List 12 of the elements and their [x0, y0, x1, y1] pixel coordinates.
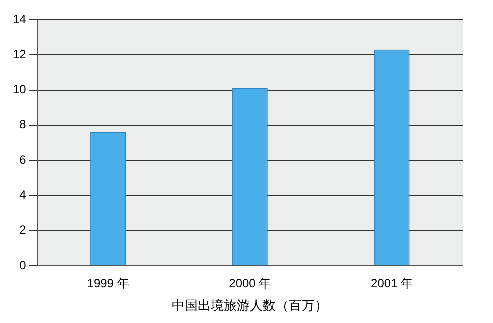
y-tick-label: 6: [20, 152, 27, 167]
y-tick-label: 8: [20, 118, 27, 132]
y-tick-label: 12: [12, 47, 27, 62]
y-tick-label: 0: [20, 258, 27, 272]
x-axis-title: 中国出境旅游人数（百万）: [172, 298, 328, 313]
x-tick-label: 1999 年: [87, 276, 130, 291]
y-tick-label: 4: [20, 188, 27, 202]
y-tick-label: 14: [12, 12, 27, 26]
y-tick-label: 10: [12, 82, 27, 97]
x-tick-label: 2001 年: [371, 276, 414, 291]
x-tick-label: 2000 年: [229, 276, 272, 291]
y-tick-label: 2: [20, 223, 27, 238]
